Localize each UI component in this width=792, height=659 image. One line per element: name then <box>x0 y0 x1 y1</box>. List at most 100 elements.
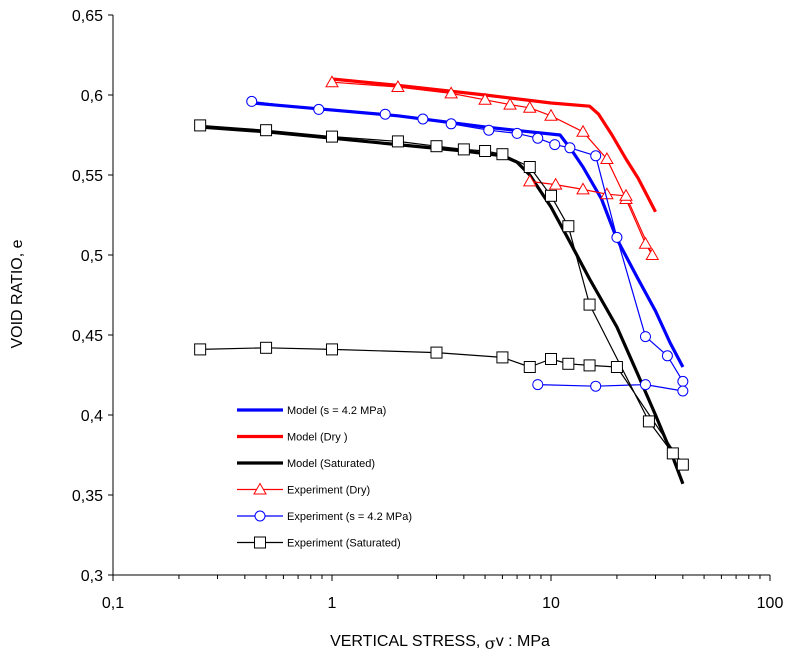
data-point-square <box>194 343 207 356</box>
data-point-square <box>523 161 536 173</box>
data-point-triangle <box>325 75 339 88</box>
legend-marker-square <box>254 536 266 549</box>
data-point-square <box>545 353 557 365</box>
y-tick-label: 0,5 <box>81 248 103 265</box>
plot-frame <box>112 15 770 576</box>
data-point-square <box>545 189 557 202</box>
data-point-circle <box>313 103 325 115</box>
x-axis-title-main: VERTICAL STRESS, <box>330 633 485 650</box>
data-point-square <box>523 361 536 373</box>
data-point-triangle <box>522 100 537 113</box>
data-point-circle <box>639 379 651 391</box>
series-line <box>331 81 653 256</box>
data-point-square <box>666 447 679 460</box>
legend-label: Experiment (s = 4.2 MPa) <box>287 511 412 523</box>
data-point-circle <box>379 108 391 120</box>
y-tick-label: 0,6 <box>81 88 103 105</box>
x-axis-ticks: 0,1 1 10 100 <box>102 575 784 612</box>
data-point-circle <box>549 139 561 151</box>
y-tick-label: 0,55 <box>72 168 103 185</box>
series-line <box>200 124 684 466</box>
x-tick-label: 100 <box>757 595 784 612</box>
legend-item: Model (s = 4.2 MPa) <box>237 405 386 417</box>
legend-item: Experiment (Saturated) <box>237 536 401 550</box>
data-point-triangle <box>576 124 590 137</box>
legend-label: Model (Saturated) <box>287 458 375 470</box>
legend-marker-circle <box>254 510 266 522</box>
data-point-square <box>326 130 338 143</box>
x-axis-title-tail: v : MPa <box>496 633 550 650</box>
y-tick-label: 0,4 <box>81 408 103 425</box>
series-experiment-saturated <box>194 119 689 471</box>
y-tick-label: 0,65 <box>72 8 103 25</box>
data-point-circle <box>677 375 689 387</box>
data-point-triangle <box>544 108 558 121</box>
series-experiment-dry <box>325 75 660 260</box>
data-point-square <box>642 415 655 428</box>
data-point-square <box>260 341 273 354</box>
data-point-triangle <box>619 188 633 201</box>
y-tick-label: 0,3 <box>81 568 103 585</box>
data-point-square <box>562 357 575 370</box>
legend-label: Experiment (Dry) <box>287 485 370 497</box>
series-model-saturated <box>199 125 685 485</box>
data-point-triangle <box>638 236 653 249</box>
series-line <box>331 77 657 213</box>
data-point-triangle <box>503 97 517 110</box>
data-point-triangle <box>548 177 563 190</box>
legend-item: Experiment (s = 4.2 MPa) <box>237 510 412 523</box>
y-tick-label: 0,35 <box>72 488 103 505</box>
data-point-triangle <box>522 174 537 187</box>
legend-item: Experiment (Dry) <box>237 482 370 497</box>
data-point-square <box>430 346 443 359</box>
y-tick-label: 0,45 <box>72 328 103 345</box>
y-axis-ticks: 0,3 0,35 0,4 0,45 0,5 0,55 0,6 0,65 <box>72 8 113 585</box>
y-axis-title: VOID RATIO, e <box>9 239 26 348</box>
data-point-triangle <box>576 182 590 195</box>
data-point-circle <box>639 331 651 343</box>
data-point-triangle <box>391 79 405 92</box>
series-layer <box>194 75 689 485</box>
data-point-circle <box>417 113 429 125</box>
x-tick-label: 0,1 <box>102 595 124 612</box>
data-point-square <box>496 148 509 161</box>
legend-label: Experiment (Saturated) <box>287 538 401 550</box>
data-point-triangle <box>478 92 492 105</box>
data-point-triangle <box>444 86 459 99</box>
data-point-circle <box>590 380 602 392</box>
data-point-circle <box>677 385 689 397</box>
legend-item: Model (Dry ) <box>237 432 348 444</box>
legend: Model (s = 4.2 MPa) Model (Dry ) Model (Sa… <box>237 405 412 550</box>
data-point-square <box>610 361 623 373</box>
data-point-square <box>562 220 575 233</box>
data-point-square <box>326 343 338 356</box>
data-point-circle <box>590 150 602 162</box>
data-point-triangle <box>645 247 660 260</box>
data-point-circle <box>445 118 457 130</box>
x-tick-label: 1 <box>328 595 337 612</box>
data-point-square <box>391 135 404 148</box>
data-point-circle <box>511 127 523 139</box>
data-point-square <box>430 140 443 153</box>
data-point-square <box>583 359 596 372</box>
legend-item: Model (Saturated) <box>237 458 375 470</box>
data-point-circle <box>611 231 623 243</box>
data-point-square <box>583 298 596 311</box>
data-point-square <box>194 119 207 132</box>
data-point-circle <box>246 95 258 107</box>
data-point-square <box>457 143 470 156</box>
series-line <box>199 125 685 485</box>
data-point-square <box>676 458 689 471</box>
x-tick-label: 10 <box>542 595 560 612</box>
x-axis-title-greek: σ <box>485 634 496 653</box>
data-point-circle <box>564 142 576 154</box>
data-point-triangle <box>600 151 614 164</box>
data-point-square <box>260 124 273 137</box>
x-axis-title: VERTICAL STRESS, σv : MPa <box>330 633 550 653</box>
series-experiment-s-4-2-mpa <box>246 95 689 397</box>
legend-label: Model (Dry ) <box>287 432 348 444</box>
data-point-square <box>479 145 492 157</box>
data-point-circle <box>532 132 544 144</box>
series-model-dry <box>331 77 657 213</box>
